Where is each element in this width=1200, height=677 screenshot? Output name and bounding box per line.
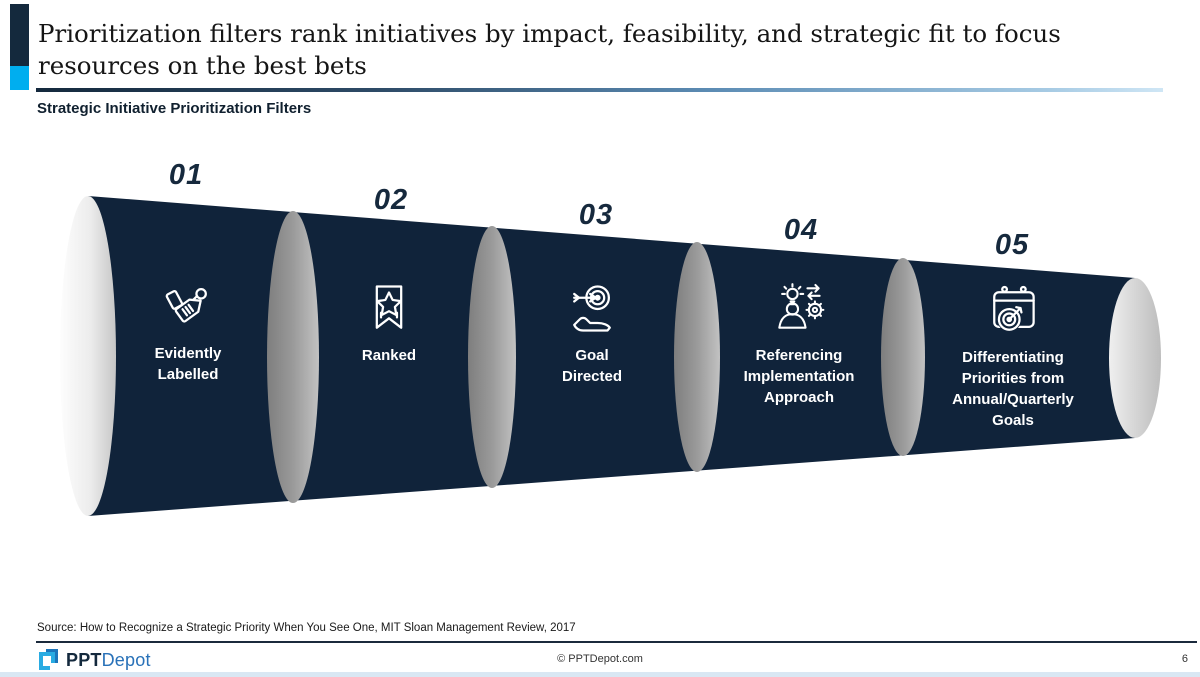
star-ribbon-icon [375, 285, 403, 329]
target-hand-icon [573, 285, 611, 332]
stage-2-number: 02 [373, 184, 409, 216]
funnel-left-cap [60, 196, 116, 516]
brand-name-depot: Depot [101, 649, 151, 670]
funnel-stage-5: Differentiating Priorities from Annual/Q… [928, 280, 1098, 431]
brand-name: PPTDepot [66, 650, 151, 671]
funnel-divider-3 [674, 242, 720, 472]
funnel-divider-4 [881, 258, 925, 456]
stage-3-number: 03 [578, 199, 614, 231]
funnel-divider-1 [267, 211, 319, 503]
funnel-stage-3: Goal Directed [507, 278, 677, 387]
stage-1-label: Evidently Labelled [154, 345, 222, 383]
calendar-target-icon [993, 285, 1035, 332]
source-note: Source: How to Recognize a Strategic Pri… [37, 622, 576, 634]
stage-5-number: 05 [994, 229, 1030, 261]
funnel-stage-2: Ranked [304, 278, 474, 366]
funnel-divider-2 [468, 226, 516, 488]
price-tags-icon [165, 288, 207, 323]
title-divider-rule [36, 88, 1163, 92]
funnel-stage-4: Referencing Implementation Approach [714, 278, 884, 408]
funnel-right-cap [1109, 278, 1161, 438]
brand-name-ppt: PPT [66, 649, 102, 670]
slide-subtitle: Strategic Initiative Prioritization Filt… [37, 100, 312, 117]
pptdepot-logo-icon [39, 649, 60, 672]
brand-logo: PPTDepot [38, 648, 151, 672]
stage-4-number: 04 [783, 214, 819, 246]
stage-3-label: Goal Directed [561, 347, 623, 385]
stage-2-label: Ranked [361, 347, 417, 364]
bottom-accent-strip [0, 672, 1200, 677]
accent-bar-cyan [10, 66, 29, 90]
stage-5-label: Differentiating Priorities from Annual/Q… [952, 349, 1074, 429]
funnel-stage-1: Evidently Labelled [103, 276, 273, 385]
stage-4-label: Referencing Implementation Approach [743, 347, 855, 406]
footer-divider-rule [36, 641, 1197, 643]
slide-title: Prioritization filters rank initiatives … [38, 19, 1061, 81]
footer-copyright: © PPTDepot.com [557, 653, 643, 665]
accent-bar-navy [10, 4, 29, 66]
person-idea-gear-icon [778, 283, 825, 329]
page-number: 6 [1181, 653, 1188, 665]
funnel-body [88, 196, 1135, 516]
stage-1-number: 01 [168, 159, 204, 191]
